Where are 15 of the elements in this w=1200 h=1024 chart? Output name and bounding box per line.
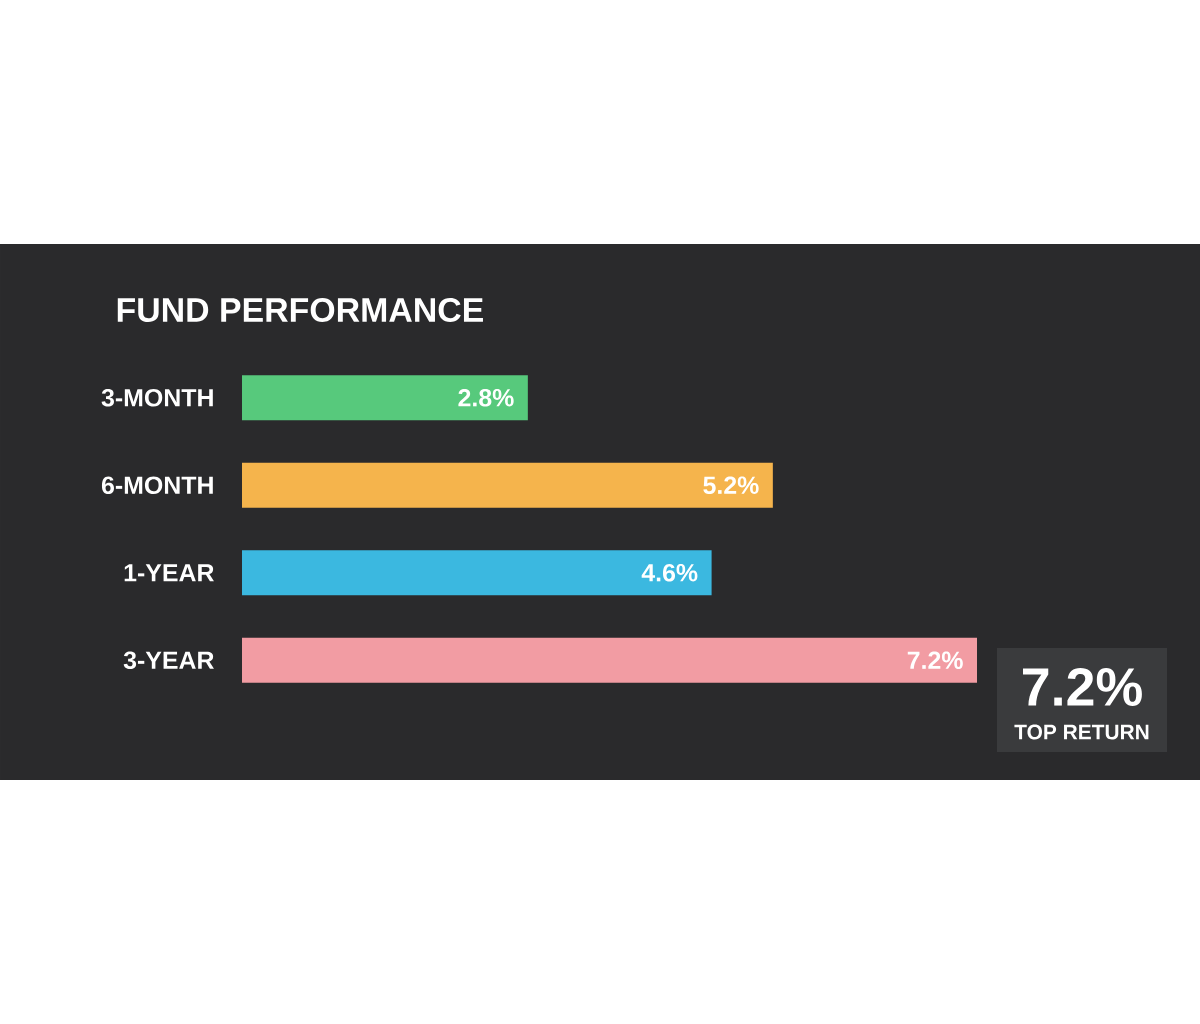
chart-title: FUND PERFORMANCE — [117, 297, 483, 322]
data-label: 5.2% — [703, 476, 759, 495]
text: 7.2% — [1023, 668, 1142, 706]
y-tick-label: 3-YEAR — [123, 651, 214, 670]
y-tick-label: 3-MONTH — [101, 388, 213, 407]
data-label: 7.2% — [907, 651, 963, 670]
data-label: 2.8% — [458, 388, 514, 407]
y-tick-label: 1-YEAR — [124, 564, 214, 582]
y-tick-label: 6-MONTH — [101, 476, 213, 495]
bar — [242, 375, 528, 421]
bar — [242, 637, 978, 683]
data-label: 4.6% — [641, 563, 698, 582]
bar — [242, 550, 712, 596]
text: TOP RETURN — [1014, 724, 1149, 740]
bar — [242, 462, 773, 508]
